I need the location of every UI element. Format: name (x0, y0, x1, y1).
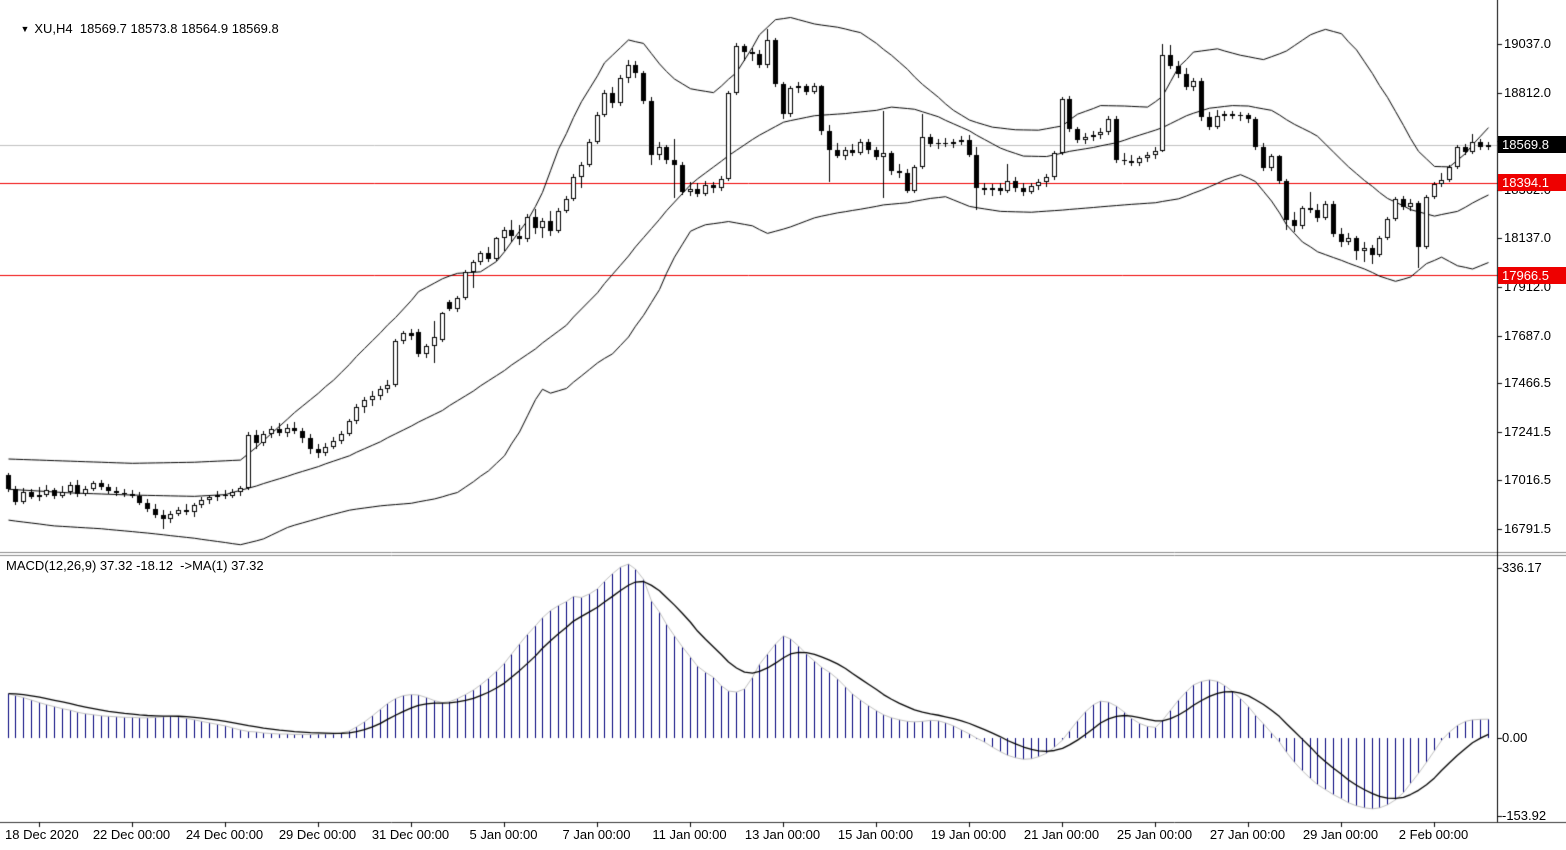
price-axis-label: 18137.0 (1504, 230, 1551, 246)
time-axis-label: 31 Dec 00:00 (371, 827, 450, 842)
time-axis-label: 29 Jan 00:00 (1302, 827, 1379, 842)
time-axis-label: 21 Jan 00:00 (1023, 827, 1100, 842)
price-axis[interactable] (1497, 0, 1566, 822)
level-price-badge: 17966.5 (1498, 266, 1566, 284)
time-axis-label: 11 Jan 00:00 (652, 827, 727, 842)
time-axis-label: 13 Jan 00:00 (744, 827, 821, 842)
price-axis-label: 18812.0 (1504, 84, 1551, 100)
macd-pane[interactable] (0, 556, 1497, 822)
chart-symbol-timeframe: XU,H4 (34, 21, 73, 36)
main-chart-pane[interactable] (0, 0, 1497, 552)
price-axis-label: 17687.0 (1504, 327, 1551, 343)
chart-title: ▼ XU,H4 18569.7 18573.8 18564.9 18569.8 (6, 6, 279, 52)
price-axis-label: 19037.0 (1504, 36, 1551, 52)
time-axis-label: 22 Dec 00:00 (92, 827, 171, 842)
time-axis-label: 15 Jan 00:00 (837, 827, 914, 842)
macd-axis-label: -153.92 (1502, 807, 1547, 823)
macd-indicator-label: MACD(12,26,9) 37.32 -18.12 ->MA(1) 37.32 (6, 558, 264, 573)
time-axis-label: 2 Feb 00:00 (1398, 827, 1469, 842)
price-axis-label: 17466.5 (1504, 375, 1551, 391)
time-axis-label: 18 Dec 2020 (5, 827, 79, 842)
price-axis-label: 17016.5 (1504, 472, 1551, 488)
chart-ohlc-values: 18569.7 18573.8 18564.9 18569.8 (79, 21, 279, 36)
current-price-badge: 18569.8 (1498, 136, 1566, 154)
price-axis-label: 17241.5 (1504, 423, 1551, 439)
time-axis-label: 7 Jan 00:00 (562, 827, 631, 842)
macd-axis-label: 336.17 (1502, 560, 1542, 576)
time-axis-label: 27 Jan 00:00 (1209, 827, 1286, 842)
price-axis-label: 16791.5 (1504, 520, 1551, 536)
macd-axis-label: 0.00 (1502, 730, 1528, 746)
time-axis-label: 29 Dec 00:00 (278, 827, 357, 842)
title-gap (73, 21, 80, 36)
time-axis-label: 24 Dec 00:00 (185, 827, 264, 842)
symbol-marker-icon: ▼ (20, 24, 30, 34)
level-price-badge: 18394.1 (1498, 174, 1566, 192)
time-axis-label: 25 Jan 00:00 (1116, 827, 1193, 842)
time-axis-label: 19 Jan 00:00 (930, 827, 1007, 842)
time-axis-label: 5 Jan 00:00 (469, 827, 538, 842)
